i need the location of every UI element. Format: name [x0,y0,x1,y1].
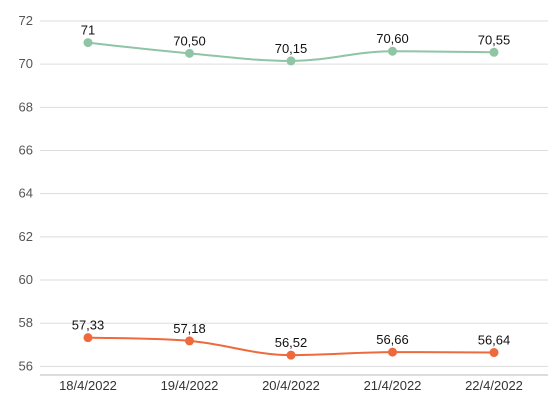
x-tick-label: 21/4/2022 [364,378,422,393]
data-point[interactable] [286,350,296,360]
data-point[interactable] [286,56,296,66]
y-tick-label: 62 [19,229,33,244]
x-tick-label: 18/4/2022 [59,378,117,393]
data-point[interactable] [489,348,499,358]
data-label: 56,52 [275,335,308,350]
y-tick-label: 66 [19,143,33,158]
data-label-layer: 71 70,50 70,15 70,60 70,55 57,33 57,18 56,52 56,… [72,23,511,351]
data-point[interactable] [185,48,194,58]
grid-layer [40,20,548,367]
data-point[interactable] [388,46,397,56]
series-layer [83,38,499,360]
data-point[interactable] [388,347,397,357]
data-label: 70,60 [376,31,409,46]
y-tick-label: 58 [19,315,33,330]
y-tick-label: 56 [19,358,33,373]
y-tick-label: 64 [19,186,33,201]
data-label: 70,50 [173,33,206,48]
y-tick-label: 68 [19,99,33,114]
x-tick-label: 20/4/2022 [262,378,320,393]
data-label: 57,18 [173,321,206,336]
data-point[interactable] [83,333,93,343]
data-label: 70,55 [478,32,511,47]
data-label: 57,33 [72,318,105,333]
data-point[interactable] [185,336,194,346]
data-label: 56,66 [376,332,409,347]
data-label: 56,64 [478,333,511,348]
y-tick-label: 70 [19,56,33,71]
data-point[interactable] [83,38,93,48]
y-tick-label: 72 [19,13,33,28]
y-tick-label: 60 [19,272,33,287]
data-point[interactable] [489,47,499,57]
x-tick-label: 22/4/2022 [465,378,523,393]
data-label: 70,15 [275,41,308,56]
x-tick-label: 19/4/2022 [161,378,219,393]
axis-layer: 56 58 60 62 64 66 68 70 72 18/4/2022 19/4/2022 20/4… [19,13,548,393]
data-label: 71 [81,23,95,38]
